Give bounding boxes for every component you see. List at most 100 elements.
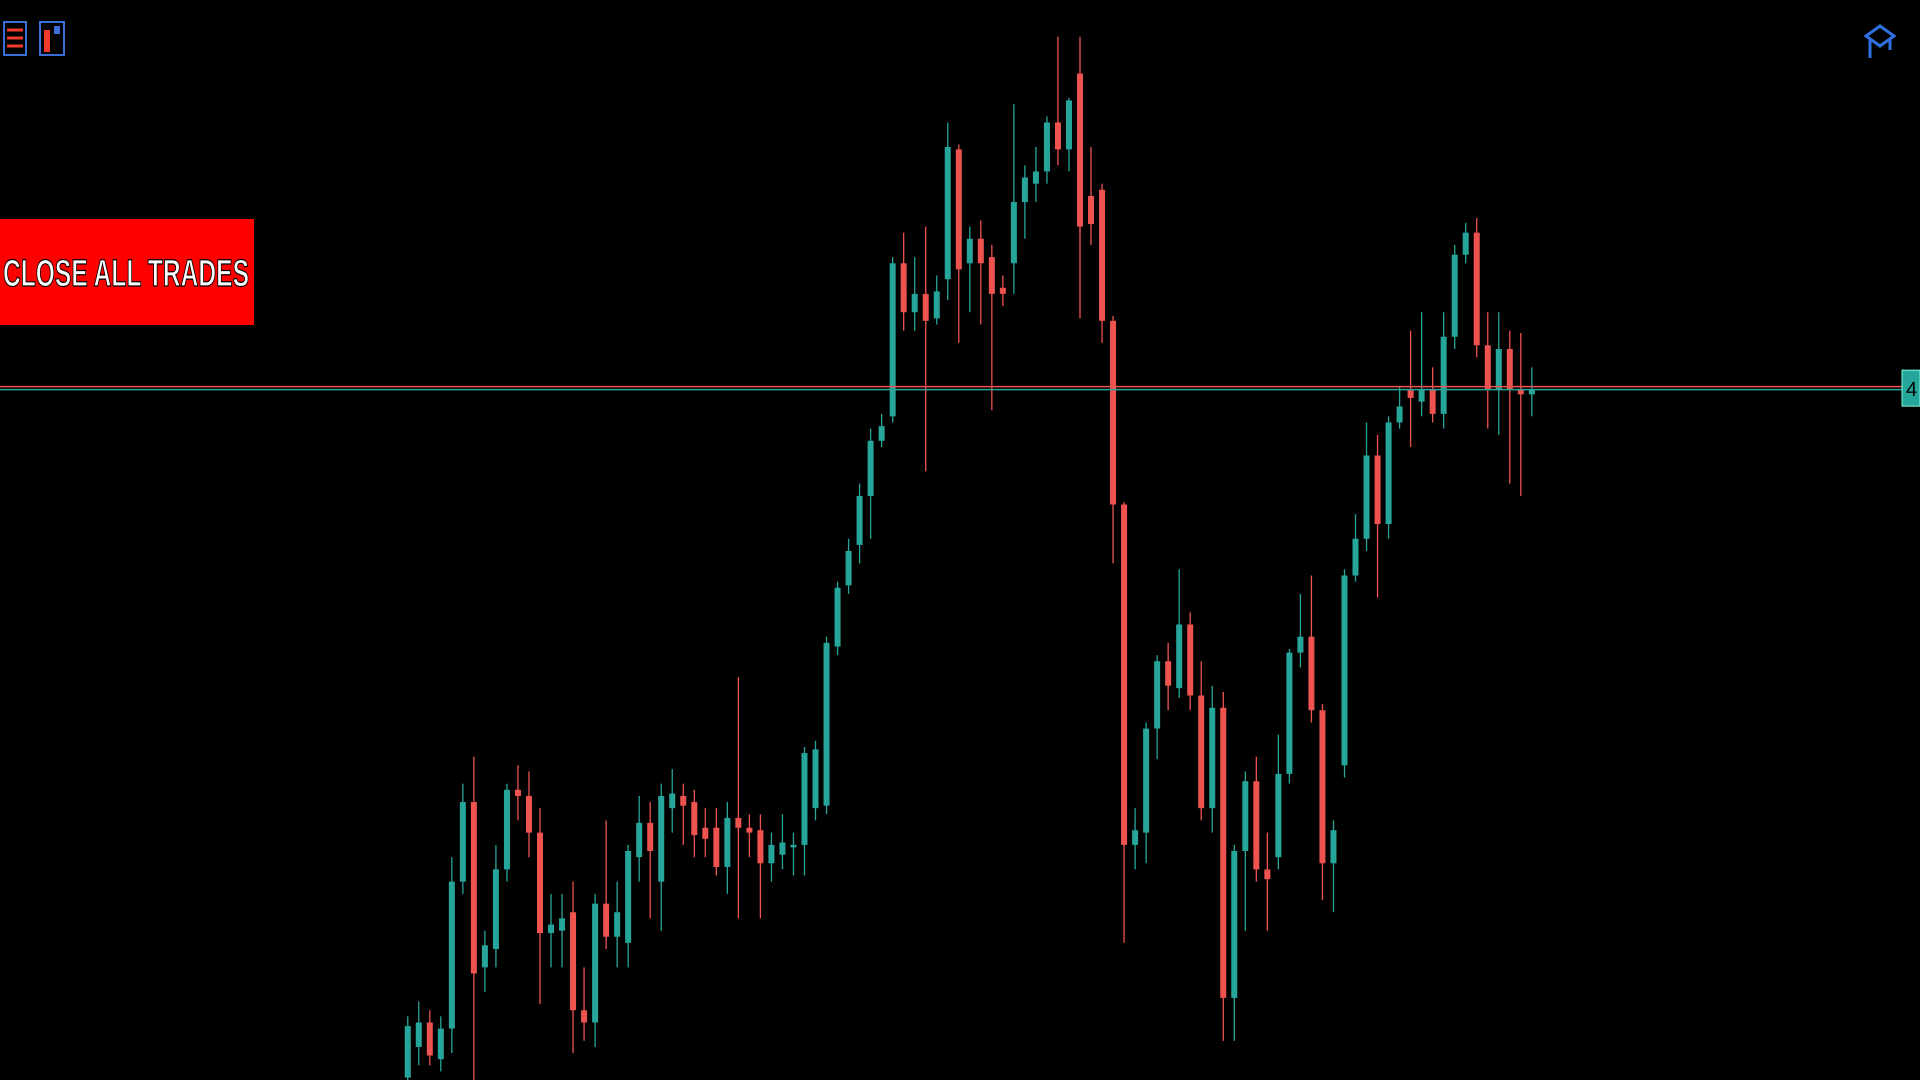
candle-body: [481, 945, 488, 968]
candle-body: [1043, 122, 1050, 172]
academy-icon[interactable]: [1863, 24, 1897, 58]
candle-body: [713, 827, 720, 867]
close-all-button[interactable]: CLOSE ALL TRADES: [0, 219, 254, 325]
candle-body: [1242, 781, 1249, 852]
candle-body: [1473, 232, 1480, 346]
candle-body: [1088, 195, 1095, 225]
button-label[interactable]: CLOSE ALL TRADES: [2, 252, 249, 295]
candle-body: [988, 257, 995, 294]
candle-body: [845, 551, 852, 586]
candle-body: [1528, 389, 1535, 395]
candle-body: [1275, 773, 1282, 858]
icon-stroke: [44, 30, 50, 52]
candle-body: [680, 795, 687, 806]
candle-body: [933, 291, 940, 319]
candle-body: [658, 795, 665, 882]
candle-body: [1363, 455, 1370, 539]
candle-body: [922, 293, 929, 321]
candle-body: [867, 440, 874, 496]
candle-body: [1440, 336, 1447, 414]
candle-body: [1021, 177, 1028, 203]
candle-body: [570, 912, 577, 1011]
candle-body: [1099, 189, 1106, 321]
candle-body: [878, 426, 885, 441]
candle-body: [1110, 320, 1117, 505]
icon-stroke: [1863, 24, 1897, 48]
candle-body: [955, 149, 962, 270]
candle-body: [746, 827, 753, 833]
icon-stroke: [54, 26, 60, 34]
candle-body: [537, 832, 543, 934]
candle-body: [1065, 100, 1072, 150]
candle-body: [1308, 636, 1315, 711]
candle-body: [823, 642, 830, 806]
candle-body: [1407, 389, 1414, 398]
toolbar-icons[interactable]: [3, 21, 65, 56]
candle-body: [470, 802, 477, 974]
price-label-box: [1901, 369, 1920, 407]
candle-body: [1517, 389, 1524, 395]
candle-body: [1132, 830, 1139, 845]
candle-body: [647, 822, 654, 852]
candle-body: [1032, 171, 1039, 184]
tools-icon[interactable]: [39, 21, 65, 56]
candle-body: [790, 844, 797, 848]
candle-body: [1231, 851, 1238, 998]
candle-body: [691, 802, 698, 836]
candle-body: [900, 263, 907, 313]
candle-body: [1484, 345, 1491, 390]
candles: 4: [0, 36, 1920, 1080]
candle-body: [1077, 73, 1083, 227]
candle-body: [415, 1022, 422, 1047]
candle-body: [1121, 504, 1128, 845]
candle-body: [625, 851, 632, 943]
candle-body: [977, 238, 984, 264]
candle-body: [1385, 422, 1392, 525]
candle-body: [1220, 707, 1227, 998]
candle-body: [724, 817, 731, 867]
candle-body: [1352, 538, 1359, 576]
candle-body: [757, 830, 764, 864]
candle-body: [1054, 122, 1061, 150]
menu-icon[interactable]: [3, 21, 27, 56]
candle-body: [768, 844, 775, 864]
price-label: 4: [1906, 379, 1917, 401]
candle-body: [559, 918, 566, 931]
candle-body: [1297, 636, 1304, 653]
candle-body: [856, 495, 863, 545]
candle-body: [1286, 652, 1293, 774]
icon-stroke: [1868, 40, 1892, 58]
candle-body: [1010, 202, 1017, 264]
candle-body: [1506, 348, 1513, 390]
candle-body: [437, 1028, 444, 1060]
candle-body: [448, 881, 455, 1029]
candle-body: [1198, 695, 1205, 809]
candle-body: [702, 827, 709, 839]
candle-body: [1495, 348, 1502, 390]
button-background[interactable]: [0, 219, 254, 325]
candle-body: [548, 924, 555, 934]
candle-body: [459, 802, 466, 882]
candle-body: [603, 903, 610, 937]
candle-body: [614, 912, 621, 937]
candle-body: [1462, 232, 1469, 255]
candle-body: [911, 293, 918, 313]
candle-body: [779, 842, 786, 855]
candle-body: [1143, 728, 1150, 833]
candle-body: [1451, 254, 1458, 337]
candle-body: [812, 749, 819, 809]
candle-body: [514, 789, 521, 796]
candle-body: [503, 789, 510, 870]
candle-body: [1264, 869, 1271, 880]
candle-body: [525, 795, 532, 833]
candle-body: [492, 869, 499, 949]
candle-body: [592, 903, 599, 1023]
candle-body: [801, 753, 808, 845]
candle-body: [669, 793, 676, 809]
candle-body: [735, 817, 742, 828]
candle-body: [581, 1010, 588, 1023]
candle-body: [404, 1026, 411, 1078]
candle-body: [1176, 624, 1183, 689]
